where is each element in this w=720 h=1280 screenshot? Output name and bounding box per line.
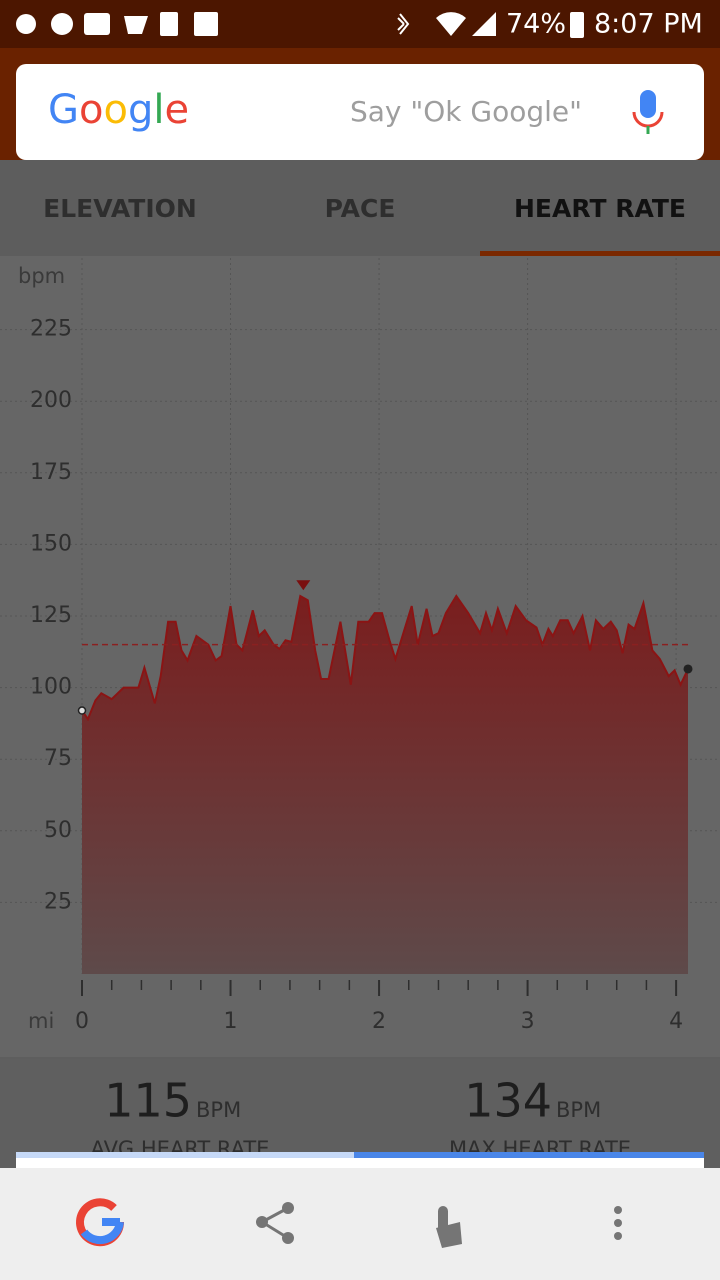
tab[interactable]: HEART RATE — [514, 194, 686, 223]
notification-icons — [16, 12, 218, 36]
y-tick-label: 150 — [30, 531, 72, 556]
y-tick-label: 225 — [30, 317, 72, 342]
heart-rate-line — [81, 594, 689, 722]
y-tick-label: 100 — [30, 675, 72, 700]
search-hint[interactable]: Say "Ok Google" — [350, 95, 582, 128]
stat-unit: BPM — [556, 1098, 601, 1122]
x-axis-label: mi — [28, 1009, 54, 1033]
y-tick-label: 25 — [44, 889, 72, 914]
end-point — [683, 664, 693, 674]
share-button[interactable] — [256, 1202, 294, 1244]
mic-icon[interactable] — [632, 90, 664, 134]
x-tick-label: 4 — [669, 1009, 683, 1034]
stat-value: 115 — [104, 1074, 192, 1128]
y-axis-label: bpm — [18, 264, 65, 288]
progress-track — [16, 1152, 354, 1160]
tab-bar — [0, 160, 720, 256]
y-tick-label: 50 — [44, 818, 72, 843]
x-tick-label: 3 — [521, 1009, 535, 1034]
y-tick-label: 75 — [44, 746, 72, 771]
more-button[interactable] — [614, 1206, 622, 1240]
y-tick-label: 125 — [30, 603, 72, 628]
battery-percent: 74% — [506, 9, 566, 40]
google-button[interactable] — [76, 1198, 125, 1247]
tap-button[interactable] — [436, 1206, 462, 1248]
search-bar[interactable] — [16, 64, 704, 160]
progress-bar — [354, 1152, 704, 1160]
y-tick-label: 175 — [30, 460, 72, 485]
x-tick-label: 0 — [75, 1009, 89, 1034]
area-fill — [82, 596, 688, 974]
y-tick-label: 200 — [30, 388, 72, 413]
clock: 8:07 PM — [594, 9, 703, 40]
google-logo: Google — [48, 87, 189, 133]
status-bar — [0, 0, 720, 48]
start-point — [77, 706, 87, 715]
tab-indicator — [480, 251, 720, 256]
stats-panel — [0, 1059, 720, 1169]
stat-unit: BPM — [196, 1098, 241, 1122]
x-tick-label: 2 — [372, 1009, 386, 1034]
max-marker — [296, 580, 311, 591]
tab[interactable]: ELEVATION — [43, 194, 197, 223]
system-icons — [397, 12, 584, 38]
tab[interactable]: PACE — [325, 194, 396, 223]
x-tick-label: 1 — [224, 1009, 238, 1034]
stat-value: 134 — [464, 1074, 552, 1128]
sheet-edge — [16, 1158, 704, 1170]
